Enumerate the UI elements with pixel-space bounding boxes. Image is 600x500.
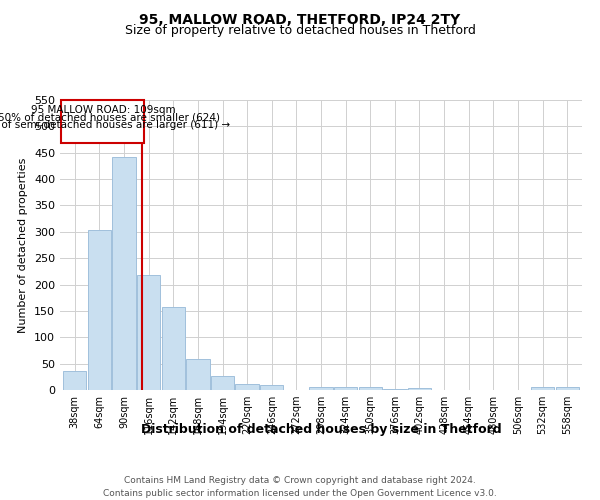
Text: Distribution of detached houses by size in Thetford: Distribution of detached houses by size … xyxy=(140,422,502,436)
Text: 95 MALLOW ROAD: 109sqm: 95 MALLOW ROAD: 109sqm xyxy=(31,106,175,116)
Text: 49% of semi-detached houses are larger (611) →: 49% of semi-detached houses are larger (… xyxy=(0,120,230,130)
Bar xyxy=(260,386,283,390)
Bar xyxy=(556,388,579,390)
Bar xyxy=(531,388,554,390)
Bar xyxy=(63,371,86,390)
Bar xyxy=(186,359,209,390)
Text: Contains HM Land Registry data © Crown copyright and database right 2024.: Contains HM Land Registry data © Crown c… xyxy=(124,476,476,485)
Text: 95, MALLOW ROAD, THETFORD, IP24 2TY: 95, MALLOW ROAD, THETFORD, IP24 2TY xyxy=(139,12,461,26)
Y-axis label: Number of detached properties: Number of detached properties xyxy=(19,158,28,332)
Bar xyxy=(161,307,185,390)
Bar xyxy=(88,230,111,390)
Bar xyxy=(334,388,358,390)
FancyBboxPatch shape xyxy=(61,100,145,143)
Text: Contains public sector information licensed under the Open Government Licence v3: Contains public sector information licen… xyxy=(103,489,497,498)
Text: ← 50% of detached houses are smaller (624): ← 50% of detached houses are smaller (62… xyxy=(0,112,220,122)
Bar xyxy=(112,157,136,390)
Bar xyxy=(383,389,407,390)
Text: Size of property relative to detached houses in Thetford: Size of property relative to detached ho… xyxy=(125,24,475,37)
Bar xyxy=(359,388,382,390)
Bar xyxy=(235,384,259,390)
Bar xyxy=(310,388,332,390)
Bar xyxy=(137,275,160,390)
Bar xyxy=(408,388,431,390)
Bar xyxy=(211,376,234,390)
